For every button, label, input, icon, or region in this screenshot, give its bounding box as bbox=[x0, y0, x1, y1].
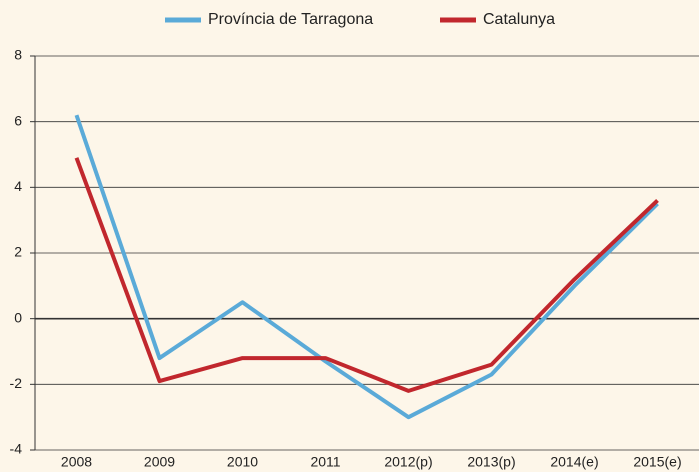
series-line bbox=[74, 157, 659, 393]
y-tick-label: 4 bbox=[14, 178, 22, 194]
legend-label: Catalunya bbox=[483, 11, 555, 28]
y-tick-label: 0 bbox=[14, 309, 22, 325]
x-tick-label: 2014(e) bbox=[550, 454, 598, 470]
x-tick-label: 2009 bbox=[144, 454, 175, 470]
x-tick-label: 2011 bbox=[310, 454, 340, 470]
y-tick-label: 2 bbox=[14, 244, 22, 260]
x-tick-label: 2015(e) bbox=[633, 454, 681, 470]
y-tick-label: 8 bbox=[14, 47, 22, 63]
y-tick-label: -2 bbox=[10, 375, 23, 391]
y-tick-label: -4 bbox=[10, 441, 23, 457]
legend-label: Província de Tarragona bbox=[208, 11, 373, 28]
x-tick-label: 2008 bbox=[61, 454, 92, 470]
x-tick-label: 2012(p) bbox=[384, 454, 432, 470]
x-tick-label: 2013(p) bbox=[467, 454, 515, 470]
x-tick-label: 2010 bbox=[227, 454, 258, 470]
series-line bbox=[74, 114, 659, 420]
y-tick-label: 6 bbox=[14, 112, 22, 128]
